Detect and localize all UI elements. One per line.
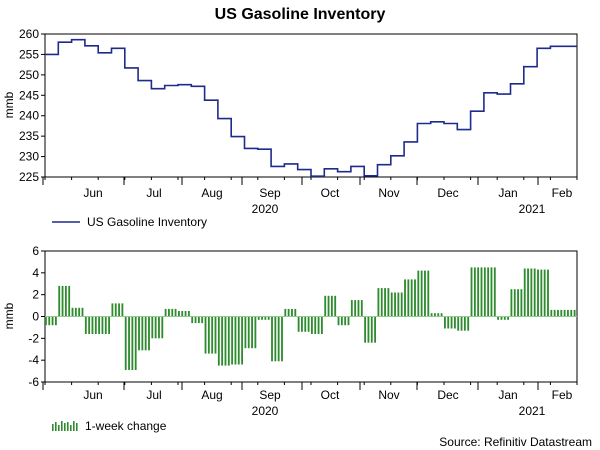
weekly-change-month-label: Feb [552,388,573,402]
weekly-change-bar [417,270,430,317]
weekly-change-bar [350,300,363,317]
weekly-change-y-tick-label: 6 [32,244,39,258]
inventory-y-tick-label: 250 [19,68,39,82]
weekly-change-month-label: Jun [83,388,102,402]
weekly-change-bar [404,279,416,317]
weekly-change-bar [483,267,496,317]
weekly-change-bar [311,316,323,334]
inventory-series [45,38,577,177]
weekly-change-month-label: Nov [378,388,399,402]
weekly-change-bar [457,316,470,331]
weekly-change-bar [284,308,297,317]
weekly-change-bar [271,316,283,362]
weekly-change-bar [244,316,257,349]
weekly-change-bar [324,295,337,317]
inventory-month-label: Oct [321,186,340,200]
weekly-change-month-label: Sep [259,388,281,402]
weekly-change-bar [537,269,549,317]
weekly-change-tick-labels: -6 -4 -2 0 2 4 6 Jun Jul Aug Sep Oct Nov Dec Jan Feb 202… [28,244,572,418]
weekly-change-bar [297,316,310,332]
weekly-change-bar [550,309,563,317]
weekly-change-y-tick-label: -6 [28,375,39,389]
weekly-change-bar [231,316,244,365]
inventory-y-tick-label: 245 [19,88,39,102]
weekly-change-month-label: Aug [201,388,222,402]
inventory-year-label: 2021 [519,202,546,216]
weekly-change-bar [257,316,270,320]
weekly-change-bar [390,292,403,317]
inventory-month-label: Feb [552,186,573,200]
inventory-year-label: 2020 [252,202,279,216]
weekly-change-y-tick-label: -2 [28,331,39,345]
weekly-change-y-tick-label: 0 [32,310,39,324]
weekly-change-bar [377,288,390,317]
weekly-change-year-label: 2021 [519,404,546,418]
weekly-change-legend: 1-week change [52,419,167,433]
weekly-change-bar [138,316,150,351]
weekly-change-y-axis-label: mmb [2,302,16,329]
weekly-change-year-label: 2020 [252,404,279,418]
inventory-month-label: Jul [146,186,161,200]
weekly-change-bar [470,267,483,317]
weekly-change-bar [84,316,97,334]
weekly-change-bar [71,307,84,317]
weekly-change-legend-label: 1-week change [85,419,167,433]
weekly-change-bar [497,316,510,320]
weekly-change-bar [124,316,137,370]
weekly-change-bar [510,289,523,317]
inventory-tick-labels: 225 230 235 240 245 250 255 260 Jun Jul Aug Sep Oct N… [19,27,573,216]
source-note: Source: Refinitiv Datastream [439,435,592,449]
weekly-change-bar [337,316,350,326]
inventory-month-label: Sep [259,186,281,200]
weekly-change-bar [563,309,576,317]
inventory-y-tick-label: 230 [19,150,39,164]
weekly-change-bar [364,316,377,343]
inventory-month-label: Jun [83,186,102,200]
weekly-change-legend-swatch [52,421,78,431]
weekly-change-y-tick-label: -4 [28,353,39,367]
inventory-month-label: Dec [437,186,458,200]
weekly-change-bar [58,285,71,317]
inventory-y-tick-label: 240 [19,109,39,123]
weekly-change-bar [204,316,217,354]
inventory-y-tick-label: 235 [19,129,39,143]
inventory-month-label: Nov [378,186,399,200]
inventory-line-chart: 225 230 235 240 245 250 255 260 Jun Jul Aug Sep Oct N… [2,27,578,229]
inventory-y-axis-label: mmb [2,91,16,118]
weekly-change-bar [111,303,124,317]
inventory-y-tick-label: 225 [19,170,39,184]
weekly-change-bar [178,311,190,317]
inventory-legend-label: US Gasoline Inventory [87,215,207,229]
weekly-change-month-label: Oct [321,388,340,402]
inventory-axes [41,33,578,185]
weekly-change-month-label: Jul [146,388,161,402]
chart-title: US Gasoline Inventory [215,6,386,23]
weekly-change-y-tick-label: 2 [32,288,39,302]
weekly-change-bar [523,268,536,317]
weekly-change-bar [98,316,111,334]
weekly-change-bar [151,316,164,339]
weekly-change-y-tick-label: 4 [32,266,39,280]
weekly-change-bar [45,316,57,326]
weekly-change-bar [191,316,204,324]
weekly-change-month-label: Dec [437,388,458,402]
weekly-change-month-label: Jan [498,388,517,402]
weekly-change-series [45,267,577,370]
inventory-y-tick-label: 260 [19,27,39,41]
inventory-y-tick-label: 255 [19,47,39,61]
inventory-month-label: Aug [201,186,222,200]
weekly-change-bar-chart: -6 -4 -2 0 2 4 6 Jun Jul Aug Sep Oct Nov Dec Jan Feb 202… [2,244,578,433]
inventory-line [45,38,577,177]
weekly-change-bar [217,316,230,366]
weekly-change-bar [444,316,456,329]
weekly-change-bar [430,313,443,317]
inventory-legend: US Gasoline Inventory [52,215,207,229]
weekly-change-bar [164,308,177,317]
inventory-month-label: Jan [498,186,517,200]
